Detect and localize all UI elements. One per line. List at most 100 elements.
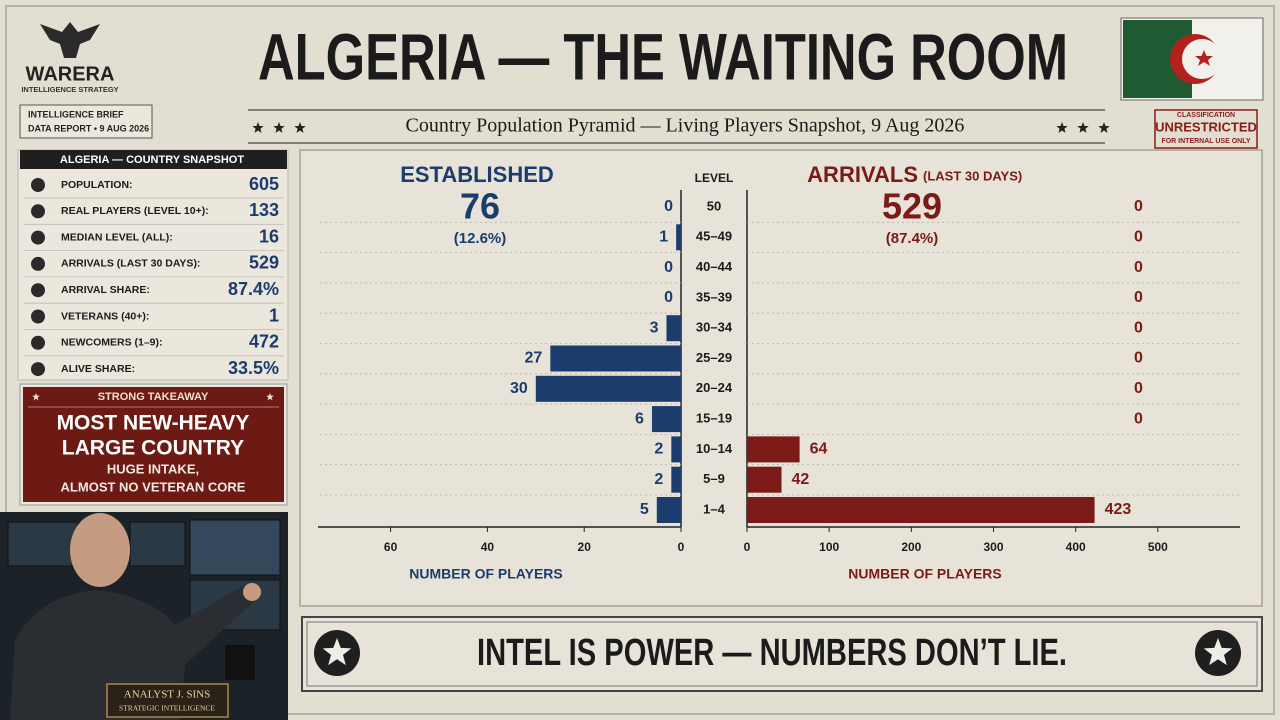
row-icon	[31, 178, 45, 192]
value-label: 27	[525, 350, 543, 367]
chart-panel	[299, 149, 1263, 607]
series-total: 529	[882, 186, 942, 227]
monitor	[189, 519, 281, 576]
decor-star	[322, 638, 352, 666]
x-tick-label: 0	[678, 540, 685, 554]
analyst-body	[10, 585, 258, 720]
series-share: (87.4%)	[886, 230, 939, 247]
bar	[651, 406, 681, 433]
monitor	[129, 521, 186, 567]
category-label: 15–19	[696, 411, 732, 426]
series-name: ESTABLISHED	[400, 162, 554, 187]
bar	[747, 436, 800, 463]
main-title: ALGERIA — THE WAITING ROOM	[258, 19, 1068, 93]
value-label: 0	[664, 198, 673, 215]
flag-star	[1195, 50, 1213, 66]
snapshot-value: 1	[269, 305, 279, 325]
snapshot-value: 16	[259, 226, 279, 246]
decor-star	[1056, 122, 1068, 133]
value-label: 423	[1105, 501, 1132, 518]
bar	[676, 224, 681, 251]
snapshot-rows: POPULATION: 605 REAL PLAYERS (LEVEL 10+): 1…	[24, 174, 284, 378]
mug	[225, 645, 255, 680]
value-label: 0	[1134, 198, 1143, 215]
series-name: ARRIVALS	[807, 162, 918, 187]
snapshot-label: POPULATION:	[61, 179, 133, 191]
decor-star	[266, 393, 274, 401]
x-axis-title: NUMBER OF PLAYERS	[848, 566, 1002, 582]
analyst-photo: ANALYST J. SINS STRATEGIC INTELLIGENCE	[0, 512, 288, 720]
value-label: 0	[1134, 289, 1143, 306]
series-qualifier: (LAST 30 DAYS)	[923, 168, 1022, 183]
snapshot-label: ARRIVAL SHARE:	[61, 284, 150, 296]
analyst-head	[70, 513, 130, 587]
bar	[671, 466, 681, 493]
row-icon	[31, 335, 45, 350]
row-icon	[31, 283, 45, 298]
analyst-hand	[243, 583, 261, 601]
bar	[747, 497, 1095, 523]
takeaway-headline: MOST NEW-HEAVY	[57, 412, 250, 435]
series-share: (12.6%)	[454, 230, 507, 247]
subtitle: Country Population Pyramid — Living Play…	[406, 115, 965, 137]
value-label: 6	[635, 410, 644, 427]
snapshot-value: 33.5%	[228, 358, 279, 378]
analyst-role: STRATEGIC INTELLIGENCE	[119, 704, 215, 713]
logo-subtext: INTELLIGENCE STRATEGY	[21, 85, 118, 94]
brief-box	[19, 104, 153, 139]
series-total: 76	[460, 186, 500, 227]
decor-star	[294, 122, 306, 133]
value-label: 64	[810, 441, 828, 458]
takeaway-label: STRONG TAKEAWAY	[98, 391, 209, 403]
category-label: 20–24	[696, 380, 733, 395]
decor-star	[1203, 638, 1233, 666]
x-tick-label: 40	[481, 540, 495, 554]
nameplate	[106, 683, 229, 718]
row-icon	[31, 362, 45, 377]
classification-label: CLASSIFICATION	[1177, 112, 1235, 119]
takeaway-box	[23, 387, 284, 502]
row-icon	[31, 204, 45, 219]
classification-note: FOR INTERNAL USE ONLY	[1161, 138, 1250, 145]
footer-banner	[301, 616, 1263, 692]
bar	[671, 436, 681, 463]
snapshot-panel	[17, 149, 289, 381]
decor-star	[1098, 122, 1110, 133]
category-label: 1–4	[703, 501, 725, 516]
category-label: 5–9	[703, 471, 725, 486]
bar	[535, 375, 681, 402]
classification-box	[1154, 109, 1258, 149]
x-axis-title: NUMBER OF PLAYERS	[409, 566, 563, 582]
value-label: 2	[654, 441, 663, 458]
x-tick-label: 60	[384, 540, 398, 554]
snapshot-label: ALIVE SHARE:	[61, 363, 135, 375]
value-label: 5	[640, 501, 649, 518]
snapshot-label: ARRIVALS (LAST 30 DAYS):	[61, 258, 200, 270]
snapshot-value: 87.4%	[228, 279, 279, 299]
category-label: 40–44	[696, 259, 733, 274]
analyst-name: ANALYST J. SINS	[124, 689, 210, 701]
row-icon	[31, 256, 45, 271]
decor-star	[252, 122, 264, 133]
category-label: 10–14	[696, 441, 733, 456]
value-label: 3	[650, 319, 659, 336]
x-tick-label: 400	[1066, 540, 1086, 554]
snapshot-label: NEWCOMERS (1–9):	[61, 337, 163, 349]
brief-line: DATA REPORT • 9 AUG 2026	[28, 123, 149, 133]
value-label: 0	[664, 289, 673, 306]
category-label: 45–49	[696, 229, 732, 244]
snapshot-title: ALGERIA — COUNTRY SNAPSHOT	[60, 154, 244, 166]
value-label: 0	[1134, 229, 1143, 246]
bar	[747, 466, 782, 493]
value-label: 0	[1134, 259, 1143, 276]
logo-text: WARERA	[26, 63, 115, 85]
x-tick-label: 0	[744, 540, 751, 554]
classification: UNRESTRICTED	[1155, 119, 1257, 134]
snapshot-header	[20, 150, 287, 169]
x-tick-label: 200	[901, 540, 921, 554]
monitor	[7, 521, 79, 567]
x-tick-label: 100	[819, 540, 839, 554]
logo: WARERA INTELLIGENCE STRATEGY	[21, 22, 119, 94]
